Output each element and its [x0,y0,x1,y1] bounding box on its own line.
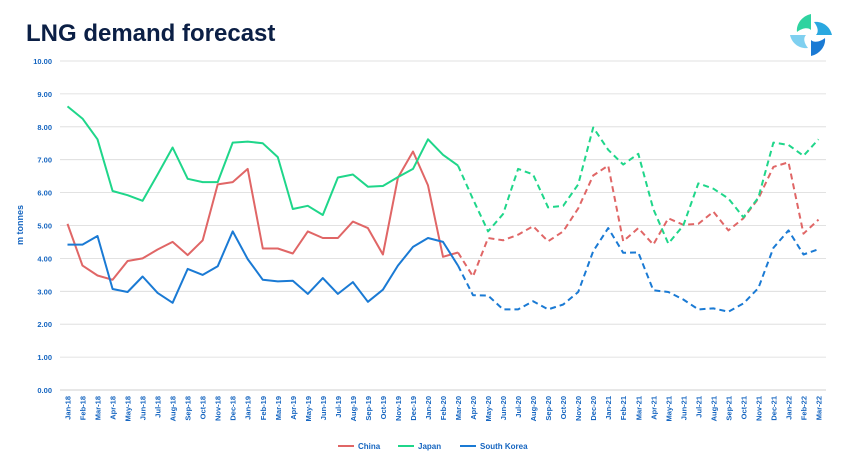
x-tick-label: Jun-19 [319,396,328,420]
y-tick-label: 6.00 [37,189,52,198]
x-tick-label: Feb-18 [79,396,88,420]
x-tick-label: Nov-19 [394,396,403,421]
x-tick-label: Dec-20 [589,396,598,421]
chart-title: LNG demand forecast [26,20,276,47]
x-tick-label: Dec-18 [229,396,238,421]
series-forecast-line-china [457,161,820,278]
x-tick-label: May-19 [304,396,313,421]
x-tick-label: Aug-21 [709,396,718,421]
y-tick-label: 2.00 [37,320,52,329]
x-tick-label: Oct-20 [559,396,568,419]
x-tick-label: Jul-20 [514,396,523,418]
x-tick-label: Aug-20 [529,396,538,421]
x-tick-label: Nov-18 [214,396,223,421]
x-tick-label: Jul-18 [154,396,163,418]
y-tick-label: 9.00 [37,90,52,99]
x-tick-label: Dec-19 [409,396,418,421]
legend-label: China [358,442,381,451]
x-tick-label: Apr-19 [289,396,298,420]
x-tick-label: Mar-18 [94,396,103,420]
y-tick-label: 5.00 [37,222,52,231]
y-tick-label: 8.00 [37,123,52,132]
y-tick-label: 7.00 [37,156,52,165]
company-logo-icon [790,14,832,56]
x-axis-ticks: Jan-18 Feb-18 Mar-18 Apr-18 May-18 Jun-18 Jul-… [64,396,824,421]
x-tick-label: Mar-20 [454,396,463,420]
x-tick-label: Mar-19 [274,396,283,420]
x-tick-label: Aug-19 [349,396,358,421]
x-tick-label: Feb-19 [259,396,268,420]
x-tick-label: Feb-21 [619,396,628,420]
x-tick-label: Jan-20 [424,396,433,420]
x-tick-label: Mar-22 [814,396,823,420]
x-tick-label: Oct-19 [379,396,388,419]
x-tick-label: Jan-22 [784,396,793,420]
x-tick-label: Jun-21 [679,396,688,420]
series-forecast-line-south-korea [457,227,819,313]
series-lines [66,105,820,313]
x-tick-label: Jan-18 [64,396,73,420]
x-tick-label: Feb-20 [439,396,448,420]
y-tick-label: 4.00 [37,254,52,263]
x-tick-label: Jan-19 [244,396,253,420]
x-tick-label: Oct-18 [199,396,208,419]
x-tick-label: Jul-19 [334,396,343,418]
y-tick-label: 10.00 [33,57,52,66]
legend-label: South Korea [480,442,528,451]
legend: China Japan South Korea [338,442,528,451]
x-tick-label: Mar-21 [634,396,643,420]
y-axis-ticks: 0.00 1.00 2.00 3.00 4.00 5.00 6.00 7.00 8.00 9.00… [33,57,52,395]
x-tick-label: Jun-20 [499,396,508,420]
y-tick-label: 0.00 [37,386,52,395]
x-tick-label: May-21 [664,396,673,421]
series-line-japan [66,105,459,216]
x-tick-label: Jun-18 [139,396,148,420]
x-tick-label: Sep-19 [364,396,373,421]
series-line-china [66,150,459,281]
x-tick-label: Sep-21 [724,396,733,421]
x-tick-label: May-18 [124,396,133,421]
x-tick-label: Nov-21 [754,396,763,421]
x-tick-label: Sep-18 [184,396,193,421]
x-tick-label: Apr-18 [109,396,118,420]
x-tick-label: Nov-20 [574,396,583,421]
x-tick-label: Jul-21 [694,396,703,418]
series-line-south-korea [67,230,459,304]
x-tick-label: May-20 [484,396,493,421]
x-tick-label: Jan-21 [604,396,613,420]
gridlines [60,60,826,391]
series-forecast-line-japan [457,126,820,245]
x-tick-label: Sep-20 [544,396,553,421]
x-tick-label: Apr-21 [649,396,658,420]
x-tick-label: Feb-22 [799,396,808,420]
y-tick-label: 1.00 [37,353,52,362]
x-tick-label: Aug-18 [169,396,178,421]
x-tick-label: Dec-21 [769,396,778,421]
legend-label: Japan [418,442,441,451]
x-tick-label: Apr-20 [469,396,478,420]
y-axis-label: m tonnes [15,205,25,245]
y-tick-label: 3.00 [37,287,52,296]
x-tick-label: Oct-21 [739,396,748,419]
